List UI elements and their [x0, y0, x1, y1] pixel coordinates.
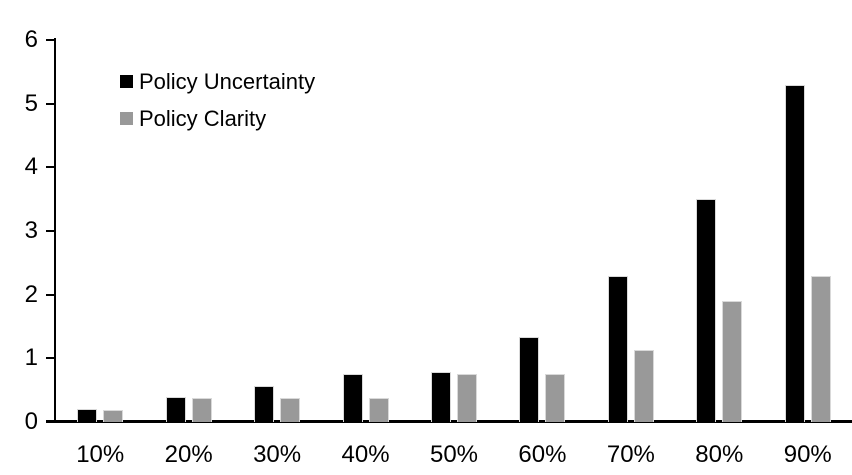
legend-label-policy-uncertainty: Policy Uncertainty	[139, 68, 316, 94]
y-axis-line	[54, 38, 56, 422]
y-tick-1	[46, 357, 55, 360]
bar-policy-uncertainty-70pct	[607, 275, 628, 422]
y-tick-label-2: 2	[24, 280, 38, 308]
legend-item-policy-uncertainty: Policy Uncertainty	[120, 68, 315, 95]
bar-policy-uncertainty-80pct	[696, 199, 717, 422]
bar-policy-clarity-20pct	[191, 397, 212, 422]
x-tick-label-40pct: 40%	[341, 441, 390, 468]
y-tick-label-6: 6	[24, 26, 38, 53]
x-tick-label-30pct: 30%	[253, 441, 302, 468]
y-tick-label-5: 5	[24, 89, 38, 117]
y-tick-label-4: 4	[24, 153, 38, 181]
legend-label-policy-clarity: Policy Clarity	[139, 105, 267, 131]
y-tick-label-3: 3	[24, 217, 38, 244]
bar-policy-uncertainty-40pct	[342, 373, 363, 422]
bar-policy-clarity-50pct	[457, 373, 477, 422]
legend-swatch-policy-uncertainty	[120, 75, 133, 88]
bar-policy-clarity-10pct	[103, 409, 124, 422]
x-tick-label-50pct: 50%	[429, 441, 479, 468]
bar-policy-uncertainty-50pct	[431, 372, 451, 422]
bar-policy-uncertainty-20pct	[165, 396, 186, 422]
bar-policy-clarity-80pct	[722, 301, 743, 422]
y-tick-4	[46, 166, 55, 169]
x-tick-label-70pct: 70%	[606, 441, 655, 468]
bar-policy-clarity-70pct	[633, 350, 654, 422]
y-tick-6	[46, 39, 55, 41]
y-tick-3	[46, 230, 55, 232]
bar-policy-uncertainty-90pct	[784, 84, 805, 422]
x-tick-label-20pct: 20%	[164, 441, 213, 468]
y-tick-5	[46, 102, 55, 105]
x-tick-label-60pct: 60%	[518, 441, 567, 468]
x-tick-label-90pct: 90%	[783, 441, 832, 468]
bar-policy-clarity-40pct	[368, 397, 389, 422]
y-tick-label-0: 0	[24, 408, 38, 435]
y-tick-0	[46, 421, 55, 423]
bar-policy-uncertainty-30pct	[254, 386, 275, 422]
bar-policy-clarity-60pct	[545, 373, 566, 422]
x-tick-label-10pct: 10%	[76, 441, 125, 468]
y-tick-label-1: 1	[24, 344, 38, 372]
x-tick-label-80pct: 80%	[695, 441, 744, 468]
bar-policy-clarity-30pct	[280, 397, 301, 422]
legend-item-policy-clarity: Policy Clarity	[120, 105, 315, 132]
chart-legend: Policy Uncertainty Policy Clarity	[120, 68, 315, 142]
y-tick-2	[46, 293, 55, 296]
bar-policy-clarity-90pct	[810, 275, 831, 422]
legend-swatch-policy-clarity	[120, 112, 133, 125]
bar-policy-uncertainty-60pct	[519, 337, 540, 422]
bar-policy-uncertainty-10pct	[77, 409, 98, 422]
